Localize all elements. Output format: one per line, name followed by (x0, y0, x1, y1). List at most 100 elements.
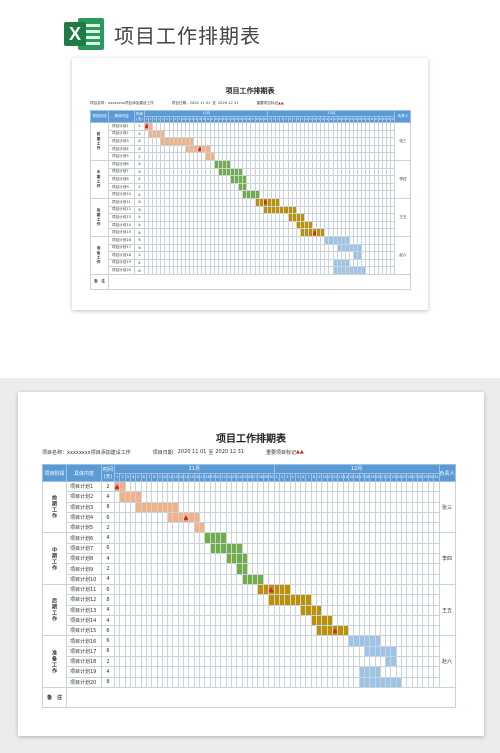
sheet-a-owner-3: 王五 (395, 198, 411, 236)
sheet-b-task-days: 6 (102, 646, 115, 656)
sheet-b-task-days: 2 (102, 482, 115, 492)
sheet-b-task-name: 项目计划14 (67, 615, 102, 625)
sheet-a-owner-4: 赵六 (395, 236, 411, 274)
sheet-b-task-name: 项目计划20 (67, 677, 102, 687)
sheet-a-gantt-cell (390, 176, 395, 184)
sheet-a-gantt-cell (390, 267, 395, 275)
sheet-b-date-end: 2020 12 31 (215, 449, 244, 456)
sheet-a-task-name: 项目计划20 (109, 267, 135, 275)
sheet-a-gantt-cell (390, 183, 395, 191)
sheet-b-gantt-cell (433, 646, 439, 656)
sheet-b-task-row: 项目计划13 4 (43, 605, 456, 615)
sheet-b-date-sep: 至 (208, 449, 213, 456)
sheet-b-task-row: 前期工作 项目计划1 2 张三 (43, 482, 456, 492)
sheet-b-gantt-cell (433, 584, 439, 594)
sheet-b-legend-label: 重要项目标记 (266, 449, 296, 456)
sheet-b-date-start: 2020 11 01 (178, 449, 207, 456)
sheet-b-task-days: 2 (102, 523, 115, 533)
sheet-a-task-days: 2 (135, 153, 145, 161)
sheet-a-task-days: 8 (135, 138, 145, 146)
sheet-b-task-name: 项目计划10 (67, 574, 102, 584)
sheet-a-task-row: 项目计划18 2 (91, 252, 411, 260)
sheet-b-task-row: 项目计划2 4 (43, 492, 456, 502)
sheet-b-gantt-cell (433, 595, 439, 605)
sheet-a-legend-marker: ▲▲ (278, 101, 284, 106)
sheet-b-project-label: 项目名称： (42, 449, 67, 456)
sheet-a-gantt-cell (390, 244, 395, 252)
sheet-a-task-name: 项目计划14 (109, 221, 135, 229)
sheet-b-task-days: 6 (102, 584, 115, 594)
sheet-a-task-days: 6 (135, 229, 145, 237)
sheet-b-task-days: 6 (102, 512, 115, 522)
sheet-a-task-row: 前期工作 项目计划1 2 张三 (91, 123, 411, 131)
sheet-b-task-days: 8 (102, 595, 115, 605)
sheet-b-gantt-cell (433, 636, 439, 646)
sheet-a-date-label: 项目日期： (172, 101, 190, 106)
sheet-b-gantt-cell (433, 523, 439, 533)
sheet-b-note-value (67, 687, 456, 707)
sheet-b-task-name: 项目计划12 (67, 595, 102, 605)
sheet-a-gantt-cell (390, 236, 395, 244)
sheet-b-gantt-cell (433, 482, 439, 492)
sheet-a-col-content: 具体内容 (109, 111, 135, 123)
sheet-a-task-days: 6 (135, 145, 145, 153)
sheet-b-task-name: 项目计划13 (67, 605, 102, 615)
sheet-b-task-row: 项目计划7 6 (43, 543, 456, 553)
sheet-a-task-days: 4 (135, 191, 145, 199)
sheet-a-gantt-cell (390, 229, 395, 237)
sheet-b-task-name: 项目计划4 (67, 512, 102, 522)
sheet-b-task-days: 4 (102, 533, 115, 543)
sheet-b-gantt-cell (433, 677, 439, 687)
sheet-a-col-days: 时间(天) (135, 111, 145, 123)
sheet-a-task-days: 4 (135, 214, 145, 222)
sheet-a-task-days: 6 (135, 198, 145, 206)
sheet-b-title: 项目工作排期表 (18, 430, 484, 445)
sheet-b-col-phase: 项目阶段 (43, 465, 67, 482)
sheet-a-title: 项目工作排期表 (72, 86, 428, 96)
sheet-b-gantt-cell (433, 564, 439, 574)
sheet-b-task-days: 6 (102, 626, 115, 636)
sheet-b-task-name: 项目计划1 (67, 482, 102, 492)
sheet-b-task-days: 2 (102, 657, 115, 667)
sheet-a-col-owner: 负责人 (395, 111, 411, 123)
sheet-b-phase-4: 准备工作 (43, 636, 67, 687)
sheet-a-gantt-cell (390, 130, 395, 138)
sheet-b-task-row: 项目计划12 8 (43, 595, 456, 605)
sheet-a-task-row: 项目计划10 4 (91, 191, 411, 199)
sheet-preview-large: 项目工作排期表项目名称： xxxxxxxx项目添加建设工作 项目日期： 2020 11… (18, 392, 484, 736)
sheet-a-gantt-cell (390, 145, 395, 153)
sheet-a-gantt-cell (390, 191, 395, 199)
sheet-a-task-row: 准备工作 项目计划16 6 赵六 (91, 236, 411, 244)
sheet-a-task-name: 项目计划3 (109, 138, 135, 146)
sheet-a-task-row: 项目计划19 4 (91, 259, 411, 267)
sheet-b-project-info: 项目名称： xxxxxxxx项目添加建设工作 项目日期： 2020 11 01 至 202… (42, 449, 304, 456)
sheet-a-task-days: 6 (135, 244, 145, 252)
sheet-a-phase-3: 后期工作 (91, 198, 109, 236)
sheet-a-gantt-cell (390, 168, 395, 176)
sheet-a-gantt-cell (390, 252, 395, 260)
sheet-a-task-row: 项目计划7 6 (91, 168, 411, 176)
sheet-b-task-days: 6 (102, 543, 115, 553)
sheet-a-task-days: 6 (135, 168, 145, 176)
sheet-b-gantt-cell (433, 492, 439, 502)
sheet-a-task-name: 项目计划17 (109, 244, 135, 252)
sheet-b-task-row: 项目计划19 4 (43, 667, 456, 677)
sheet-b-gantt-cell (433, 543, 439, 553)
sheet-b-gantt-cell (433, 615, 439, 625)
sheet-b-task-name: 项目计划16 (67, 636, 102, 646)
sheet-b-day-header: 31 (433, 473, 439, 482)
sheet-a-gantt-cell (390, 160, 395, 168)
sheet-b-task-row: 项目计划3 8 (43, 502, 456, 512)
sheet-a-col-phase: 项目阶段 (91, 111, 109, 123)
sheet-a-task-row: 项目计划2 4 (91, 130, 411, 138)
sheet-a-gantt-cell (390, 206, 395, 214)
sheet-preview-small: 项目工作排期表 项目名称： xxxxxxxx项目添加建设工作 项目日期： 2020 11… (72, 58, 428, 310)
sheet-a-date-start: 2020 11 01 (190, 101, 211, 106)
sheet-a-task-name: 项目计划6 (109, 160, 135, 168)
sheet-a-task-row: 项目计划14 4 (91, 221, 411, 229)
sheet-a-gantt-table: 项目阶段 具体内容 时间(天) 11月 12月 负责人 1 2 3 4 5 6 7 8 9 10 11 12 13 1… (90, 110, 411, 290)
page-title: 项目工作排期表 (114, 20, 261, 49)
sheet-b-project-name: xxxxxxxx项目添加建设工作 (67, 449, 131, 456)
sheet-a-owner-2: 李四 (395, 160, 411, 198)
sheet-b-task-row: 项目计划20 8 (43, 677, 456, 687)
